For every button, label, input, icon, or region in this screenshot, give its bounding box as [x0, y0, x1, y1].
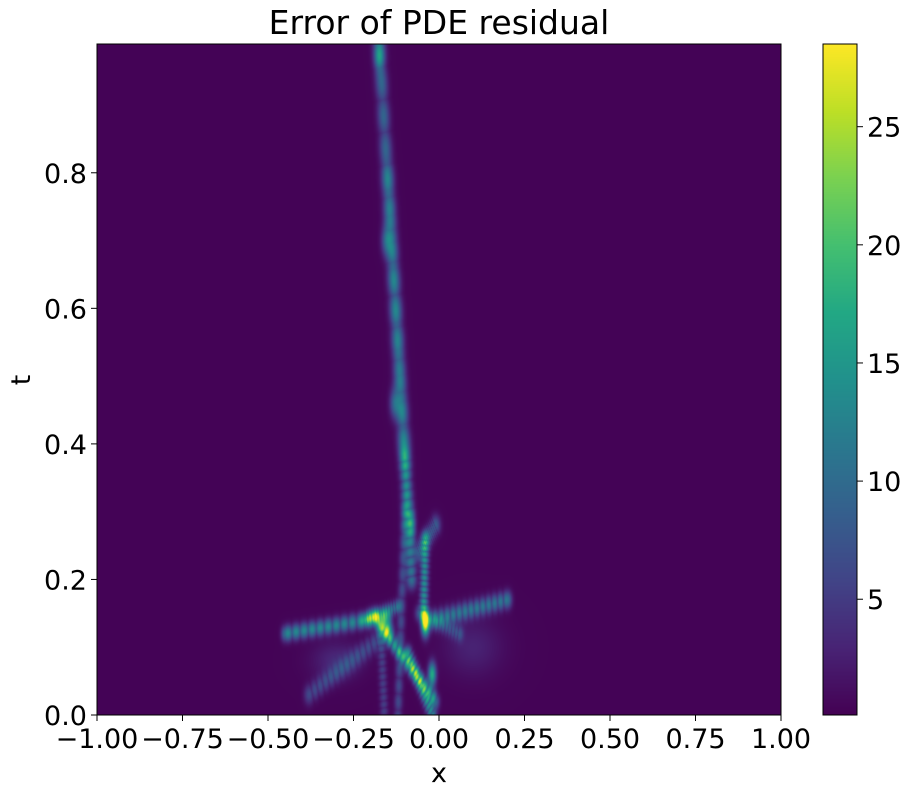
colorbar-image	[823, 44, 857, 715]
plot-area	[96, 43, 782, 716]
x-tick-label: 1.00	[751, 724, 811, 755]
x-tick-label: 0.75	[665, 724, 725, 755]
x-axis-label: x	[431, 758, 447, 789]
heatmap-image	[97, 44, 781, 715]
x-tick-label: 0.00	[409, 724, 469, 755]
x-tick-label: −0.25	[312, 724, 395, 755]
x-tick-label: 0.50	[580, 724, 640, 755]
colorbar-frame	[822, 43, 858, 716]
y-axis-label: t	[6, 375, 37, 386]
x-tick-label: −0.75	[141, 724, 224, 755]
colorbar-tick-label: 10	[867, 467, 901, 498]
y-tick-label: 0.6	[44, 294, 87, 325]
colorbar-tick-label: 25	[867, 113, 901, 144]
x-axis-ticks: −1.00 −0.75 −0.50 −0.25 0.00 0.25 0.50 0.75 1.00	[56, 715, 811, 755]
y-axis-ticks: 0.0 0.2 0.4 0.6 0.8	[44, 159, 97, 732]
y-tick-label: 0.2	[44, 565, 87, 596]
y-tick-label: 0.0	[44, 701, 87, 732]
colorbar-tick-label: 20	[867, 231, 901, 262]
x-tick-label: −0.50	[227, 724, 310, 755]
colorbar-ticks: 5 10 15 20 25	[857, 113, 901, 616]
chart-title: Error of PDE residual	[269, 3, 610, 42]
colorbar: 5 10 15 20 25	[822, 43, 901, 716]
x-tick-label: 0.25	[494, 724, 554, 755]
y-tick-label: 0.8	[44, 159, 87, 190]
colorbar-tick-label: 15	[867, 349, 901, 380]
colorbar-tick-label: 5	[867, 585, 884, 616]
x-tick-label: −1.00	[56, 724, 139, 755]
y-tick-label: 0.4	[44, 430, 87, 461]
